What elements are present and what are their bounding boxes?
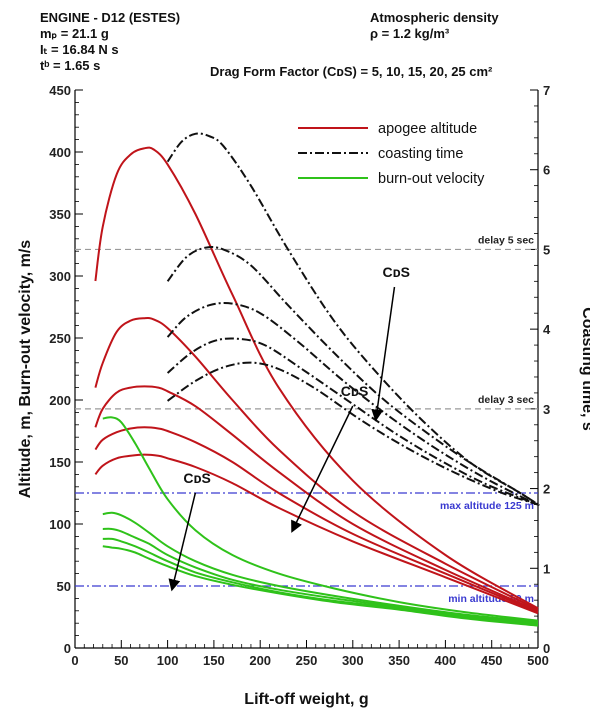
propellant-mass-label: mₚ = 21.1 g [40, 26, 109, 41]
total-impulse-label: Iₜ = 16.84 N s [40, 42, 119, 57]
series-burn-out-velocity-15 [102, 527, 539, 625]
x-tick-label: 400 [435, 653, 457, 668]
y-right-tick-label: 1 [543, 561, 550, 576]
x-tick-label: 300 [342, 653, 364, 668]
series-apogee-altitude-5 [94, 146, 539, 610]
y-left-tick-label: 250 [49, 331, 71, 346]
x-tick-label: 250 [296, 653, 318, 668]
density-value: ρ = 1.2 kg/m³ [370, 26, 450, 41]
x-tick-label: 200 [249, 653, 271, 668]
series-burn-out-velocity-25 [102, 545, 539, 627]
x-tick-label: 0 [71, 653, 78, 668]
series-burn-out-velocity-20 [102, 537, 539, 626]
y-left-tick-label: 400 [49, 145, 71, 160]
series-burn-out-velocity-10 [102, 511, 539, 623]
y-left-tick-label: 50 [57, 579, 71, 594]
y-left-tick-label: 100 [49, 517, 71, 532]
series-apogee-altitude-20 [94, 426, 539, 613]
annotation-arrow [291, 405, 354, 533]
y-right-tick-label: 3 [543, 402, 550, 417]
x-axis-title: Lift-off weight, g [244, 691, 368, 708]
series-coasting-time-5 [166, 132, 539, 506]
y-left-tick-label: 300 [49, 269, 71, 284]
x-tick-label: 450 [481, 653, 503, 668]
y-left-tick-label: 0 [64, 641, 71, 656]
legend-label: coasting time [378, 146, 463, 162]
x-tick-label: 500 [527, 653, 549, 668]
burn-time-label: tᵇ = 1.65 s [40, 58, 101, 73]
y-right-tick-label: 5 [543, 242, 550, 257]
legend-label: burn-out velocity [378, 171, 485, 187]
y-right-tick-label: 6 [543, 163, 550, 178]
y-left-tick-label: 150 [49, 455, 71, 470]
series-apogee-altitude-25 [94, 453, 539, 615]
density-title: Atmospheric density [370, 10, 499, 25]
annotation-label: CᴅS [341, 383, 369, 399]
y-right-tick-label: 0 [543, 641, 550, 656]
y-right-tick-label: 4 [543, 322, 551, 337]
x-tick-label: 350 [388, 653, 410, 668]
series-coasting-time-15 [166, 301, 539, 506]
reference-line-label: max altitude 125 m [440, 500, 534, 512]
y-left-tick-label: 450 [49, 83, 71, 98]
x-tick-label: 50 [114, 653, 128, 668]
legend-label: apogee altitude [378, 121, 477, 137]
series-apogee-altitude-15 [94, 385, 539, 612]
annotation-label: CᴅS [183, 470, 211, 486]
series-coasting-time-20 [166, 337, 540, 506]
annotation-label: CᴅS [382, 264, 410, 280]
y-right-tick-label: 7 [543, 83, 550, 98]
series-coasting-time-25 [167, 361, 539, 506]
y-left-axis-title: Altitude, m, Burn-out velocity, m/s [17, 240, 34, 498]
engine-label: ENGINE - D12 (ESTES) [40, 10, 181, 25]
annotation-arrow [371, 286, 396, 422]
reference-line-label: delay 3 sec [478, 394, 534, 406]
y-right-axis-title: Coasting time, s [579, 307, 590, 431]
series-apogee-altitude-10 [94, 317, 539, 611]
drag-form-factor-label: Drag Form Factor (CᴅS) = 5, 10, 15, 20, … [210, 64, 493, 79]
y-left-tick-label: 200 [49, 393, 71, 408]
series-coasting-time-10 [166, 245, 539, 506]
reference-line-label: delay 5 sec [478, 234, 534, 246]
y-left-tick-label: 350 [49, 207, 71, 222]
series-burn-out-velocity-5 [102, 416, 539, 622]
x-tick-label: 150 [203, 653, 225, 668]
x-tick-label: 100 [157, 653, 179, 668]
y-right-tick-label: 2 [543, 482, 550, 497]
annotation-arrow [168, 492, 197, 592]
